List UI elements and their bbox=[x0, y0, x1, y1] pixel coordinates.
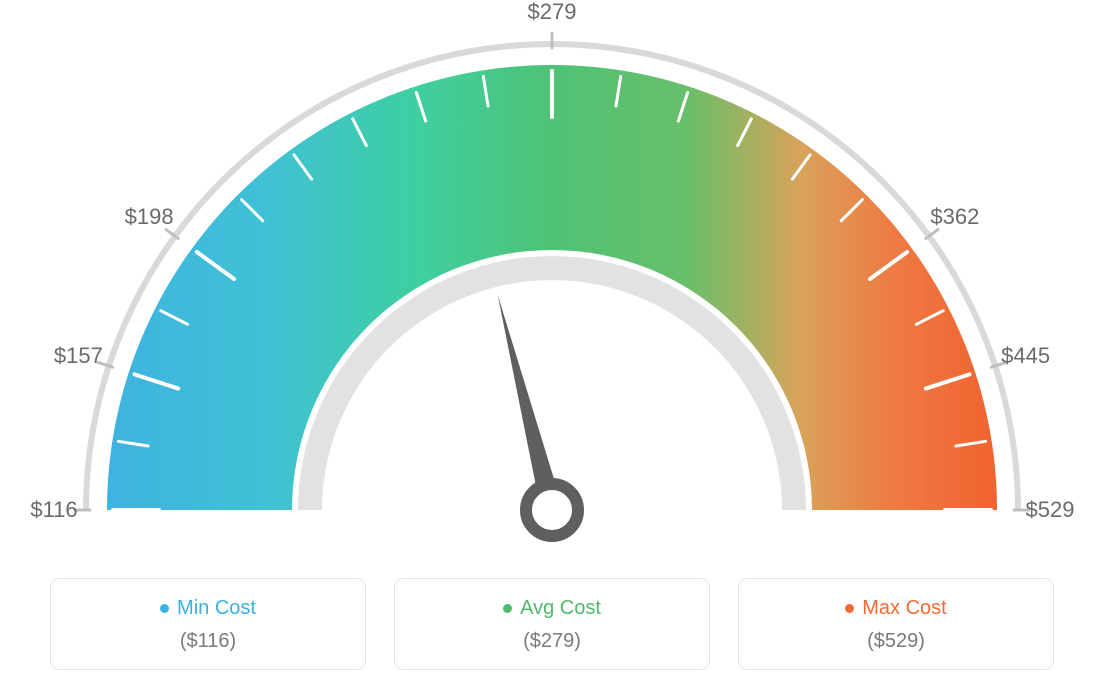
gauge-area: $116 $157 $198 $279 $362 $445 $529 bbox=[0, 0, 1104, 560]
legend-title-avg: Avg Cost bbox=[503, 597, 601, 620]
legend-label-max: Max Cost bbox=[862, 597, 946, 620]
gauge-svg bbox=[0, 0, 1104, 560]
legend-value-avg: ($279) bbox=[405, 630, 699, 653]
legend-value-min: ($116) bbox=[61, 630, 355, 653]
gauge-chart-container: $116 $157 $198 $279 $362 $445 $529 Min Cost ($… bbox=[0, 0, 1104, 690]
legend-title-min: Min Cost bbox=[160, 597, 256, 620]
legend-label-min: Min Cost bbox=[177, 597, 256, 620]
legend-row: Min Cost ($116) Avg Cost ($279) Max Cost… bbox=[50, 578, 1054, 670]
gauge-tick-label: $529 bbox=[1026, 497, 1075, 523]
legend-card-avg: Avg Cost ($279) bbox=[394, 578, 710, 670]
legend-card-max: Max Cost ($529) bbox=[738, 578, 1054, 670]
legend-card-min: Min Cost ($116) bbox=[50, 578, 366, 670]
legend-label-avg: Avg Cost bbox=[520, 597, 601, 620]
legend-dot-avg bbox=[503, 604, 512, 613]
gauge-tick-label: $279 bbox=[528, 0, 577, 25]
gauge-tick-label: $157 bbox=[54, 343, 103, 369]
legend-title-max: Max Cost bbox=[845, 597, 946, 620]
legend-dot-min bbox=[160, 604, 169, 613]
legend-dot-max bbox=[845, 604, 854, 613]
gauge-tick-label: $445 bbox=[1001, 343, 1050, 369]
legend-value-max: ($529) bbox=[749, 630, 1043, 653]
gauge-tick-label: $198 bbox=[125, 204, 174, 230]
gauge-tick-label: $116 bbox=[30, 497, 77, 523]
gauge-tick-label: $362 bbox=[930, 204, 979, 230]
